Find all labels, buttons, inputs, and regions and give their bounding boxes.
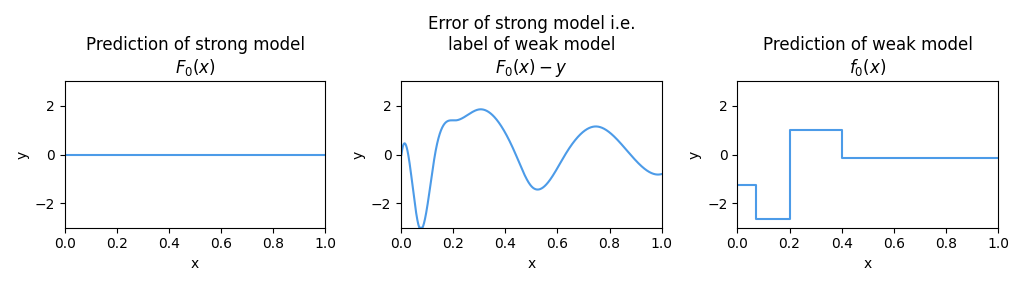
Y-axis label: y: y [688, 150, 701, 159]
Title: Error of strong model i.e.
label of weak model
$F_0(x) - y$: Error of strong model i.e. label of weak… [428, 15, 635, 79]
X-axis label: x: x [863, 257, 871, 271]
Y-axis label: y: y [351, 150, 366, 159]
Title: Prediction of weak model
$f_0(x)$: Prediction of weak model $f_0(x)$ [763, 36, 973, 78]
Title: Prediction of strong model
$F_0(x)$: Prediction of strong model $F_0(x)$ [86, 36, 304, 78]
Y-axis label: y: y [15, 150, 29, 159]
X-axis label: x: x [527, 257, 536, 271]
X-axis label: x: x [190, 257, 200, 271]
